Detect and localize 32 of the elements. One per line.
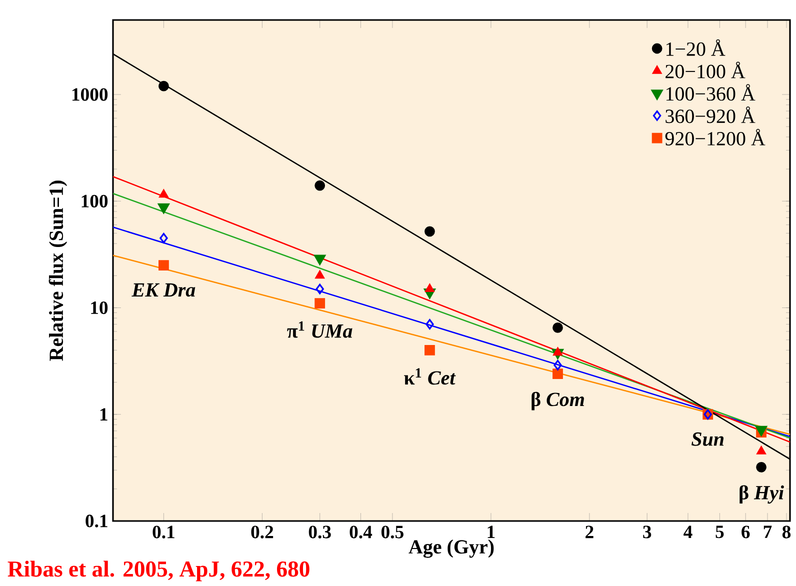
annotation: β Com [532,392,584,410]
x-tick-label: 4 [684,526,692,538]
y-tick-label: 100 [82,194,108,208]
annotation: κ$^{1}$ Cet [404,368,456,385]
y-tick-label: 10 [91,301,108,314]
y-tick-label: 1000 [72,88,108,101]
y-tick-label: 1 [100,408,108,421]
annotation: Sun [692,432,724,446]
x-tick-label: 1 [488,526,495,538]
x-tick-label: 3 [643,526,652,538]
x-tick-label: 0.5 [381,526,404,538]
annotation: π$^{1}$ UMa [287,321,352,338]
x-tick-label: 0.4 [350,526,372,538]
x-tick-label: 2 [586,526,594,538]
x-tick-label: 8 [782,526,791,538]
x-axis-title: Age (Gyr) [408,540,494,558]
x-tick-label: 7 [764,526,772,538]
legend-label: 100−360 Å [666,84,756,101]
text: Ribas et al. 2005, ApJ, 622, 680 [8,560,310,582]
legend-label: 1−20 Å [666,39,726,56]
x-tick-label: 0.3 [308,526,331,538]
annotation: EK Dra [132,283,196,297]
y-tick-label: 0.1 [86,514,108,528]
x-tick-label: 0.1 [152,526,174,538]
y-axis-title: Relative flux (Sun=1) [48,180,68,361]
legend-label: 360−920 Å [666,106,756,124]
x-tick-label: 0.2 [251,526,274,538]
x-tick-label: 6 [742,526,750,538]
annotation: β Hyi [740,485,784,504]
x-tick-label: 5 [716,526,724,538]
legend-label: 920−1200 Å [665,128,766,146]
legend-label: 20−100 Å [666,62,746,78]
